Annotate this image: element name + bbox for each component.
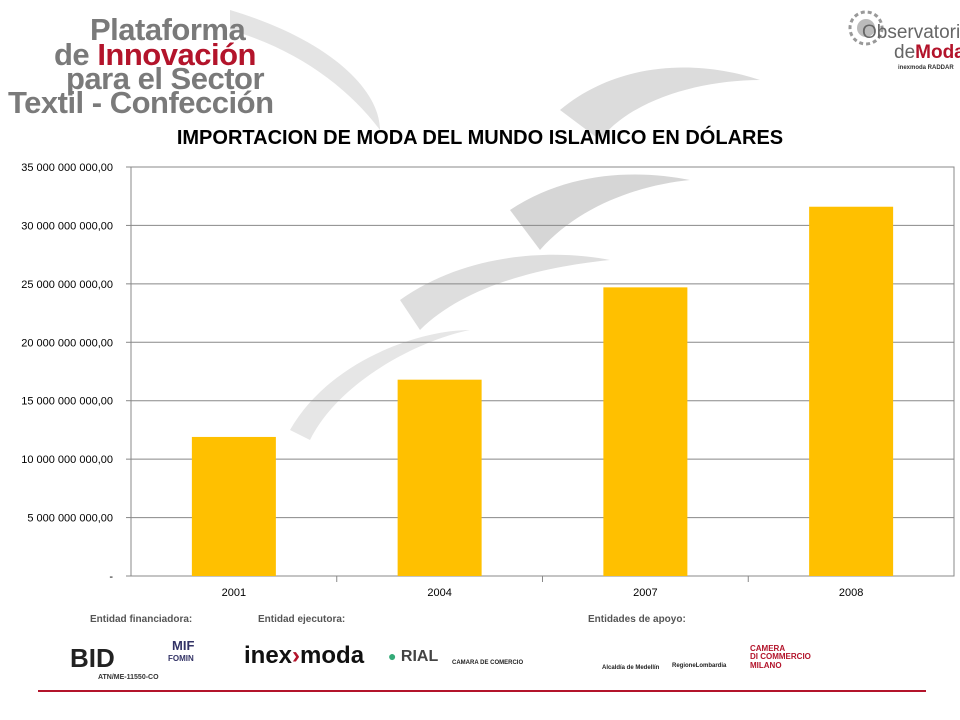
bar-2008 [809, 206, 894, 576]
observatorio-line-1: Observatorio [862, 22, 960, 43]
observatorio-line-2: deModa [894, 42, 960, 63]
bid-code: ATN/ME-11550-CO [98, 674, 159, 681]
footer-divider [38, 690, 926, 692]
observatorio-sphere-icon [848, 10, 884, 46]
financiadora-label: Entidad financiadora: [90, 614, 193, 625]
apoyo-label: Entidades de apoyo: [588, 614, 686, 625]
plataforma-logo: Plataforma de Innovación para el Sector … [6, 8, 274, 118]
rial-logo: ● RIAL [388, 648, 439, 665]
brand-line-2: de Innovación [54, 37, 256, 72]
y-tick-label: - [109, 571, 113, 583]
y-tick-label: 25 000 000 000,00 [21, 279, 113, 291]
bar-chart: - 5 000 000 000,00 10 000 000 000,00 15 000… [21, 162, 955, 599]
observatorio-sub: inexmoda RADDAR [898, 65, 954, 71]
lombardia-logo: RegioneLombardia [672, 663, 727, 669]
bar-2007 [603, 287, 688, 576]
bar-2004 [397, 379, 482, 576]
brand-line-3: para el Sector [66, 61, 265, 96]
brand-line-4: Textil - Confección [8, 85, 274, 120]
camara-logo: CAMARA DE COMERCIO [452, 660, 524, 666]
observatorio-logo: Observatorio deModa inexmoda RADDAR [846, 8, 960, 71]
y-tick-label: 5 000 000 000,00 [27, 513, 113, 525]
fomin-logo: FOMIN [168, 654, 194, 663]
bar-2001 [191, 436, 276, 576]
bid-logo: BID [70, 643, 115, 673]
inexmoda-logo: inex›moda [244, 642, 365, 669]
ejecutora-label: Entidad ejecutora: [258, 614, 346, 625]
y-tick-label: 35 000 000 000,00 [21, 162, 113, 174]
x-tick-label: 2008 [839, 587, 863, 599]
camera-milano-logo: CAMERA DI COMMERCIO MILANO [750, 644, 811, 670]
alcaldia-logo: Alcaldía de Medellín [602, 665, 660, 671]
y-tick-label: 20 000 000 000,00 [21, 337, 113, 349]
mif-logo: MIF [172, 638, 195, 653]
x-tick-label: 2004 [427, 587, 451, 599]
x-tick-label: 2001 [222, 587, 246, 599]
chart-title: IMPORTACION DE MODA DEL MUNDO ISLAMICO E… [176, 127, 784, 149]
y-tick-label: 15 000 000 000,00 [21, 396, 113, 408]
y-tick-label: 30 000 000 000,00 [21, 220, 113, 232]
y-tick-label: 10 000 000 000,00 [21, 454, 113, 466]
brand-line-1: Plataforma [90, 12, 246, 47]
x-tick-label: 2007 [633, 587, 657, 599]
